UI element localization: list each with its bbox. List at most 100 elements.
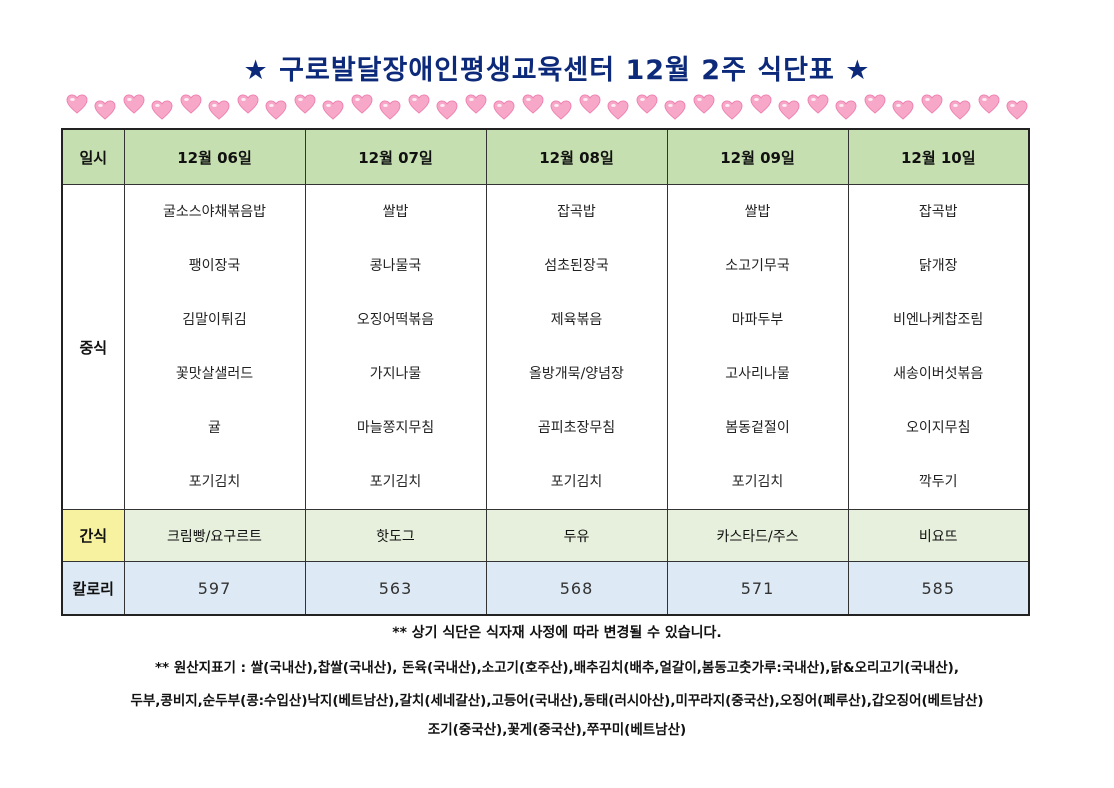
lunch-cell: 쌀밥 소고기무국 마파두부 고사리나물 봄동겉절이 포기김치 [666, 184, 849, 510]
star-icon-left: ★ [243, 55, 269, 86]
heart-border-decoration [66, 94, 1028, 120]
heart-icon [949, 100, 971, 120]
lunch-cell: 굴소스야채볶음밥 팽이장국 김말이튀김 꽃맛살샐러드 귤 포기김치 [123, 184, 306, 510]
dish: 곰피초장무침 [537, 420, 616, 436]
dish: 포기김치 [188, 474, 241, 490]
origin-notice-line-3: 조기(중국산),꽃게(중국산),쭈꾸미(베트남산) [427, 722, 687, 738]
snack-label: 간식 [61, 509, 125, 562]
page-title-text: 구로발달장애인평생교육센터 12월 2주 식단표 [279, 55, 835, 86]
heart-icon [721, 100, 743, 120]
calorie-cell: 568 [485, 561, 668, 616]
heart-icon [379, 100, 401, 120]
heart-icon [208, 100, 230, 120]
menu-table: 일시 12월 06일 12월 07일 12월 08일 12월 09일 12월 1… [61, 128, 1030, 616]
calorie-cell: 597 [123, 561, 306, 616]
dish: 봄동겉절이 [725, 420, 790, 436]
heart-icon [95, 100, 116, 120]
dish: 마파두부 [731, 312, 784, 328]
day-header: 12월 09일 [666, 128, 849, 185]
lunch-cell: 잡곡밥 섬초된장국 제육볶음 올방개묵/양념장 곰피초장무침 포기김치 [485, 184, 668, 510]
calorie-label: 칼로리 [61, 561, 125, 616]
heart-icon [436, 100, 458, 120]
dish: 오이지무침 [906, 420, 971, 436]
heart-icon [1006, 100, 1028, 120]
notice-change: ** 상기 식단은 식자재 사정에 따라 변경될 수 있습니다. [392, 625, 722, 641]
header-row: 일시 12월 06일 12월 07일 12월 08일 12월 09일 12월 1… [61, 128, 1030, 185]
lunch-cell: 쌀밥 콩나물국 오징어떡볶음 가지나물 마늘쫑지무침 포기김치 [304, 184, 487, 510]
heart-icon [237, 94, 259, 114]
dish: 오징어떡볶음 [356, 312, 435, 328]
calorie-cell: 563 [304, 561, 487, 616]
dish: 비엔나케찹조림 [893, 312, 984, 328]
dish: 올방개묵/양념장 [529, 366, 624, 382]
calorie-cell: 571 [666, 561, 849, 616]
heart-icon [180, 94, 202, 114]
heart-icon [66, 94, 88, 114]
day-header: 12월 10일 [847, 128, 1030, 185]
heart-icon [750, 94, 772, 114]
heart-icon [322, 100, 344, 120]
dish: 깍두기 [918, 474, 958, 490]
dish: 김말이튀김 [182, 312, 247, 328]
day-header: 12월 08일 [485, 128, 668, 185]
snack-cell: 비요뜨 [847, 509, 1030, 562]
snack-cell: 크림빵/요구르트 [123, 509, 306, 562]
heart-icon [550, 100, 572, 120]
heart-icon [151, 100, 173, 120]
dish: 새송이버섯볶음 [893, 366, 984, 382]
heart-icon [265, 100, 287, 120]
calorie-cell: 585 [847, 561, 1030, 616]
dish: 잡곡밥 [557, 204, 596, 220]
snack-cell: 두유 [485, 509, 668, 562]
heart-icon [693, 94, 715, 114]
lunch-cell: 잡곡밥 닭개장 비엔나케찹조림 새송이버섯볶음 오이지무침 깍두기 [847, 184, 1030, 510]
heart-icon [465, 94, 487, 114]
heart-icon [978, 94, 999, 114]
dish: 포기김치 [550, 474, 603, 490]
dish: 콩나물국 [369, 258, 422, 274]
dish: 섬초된장국 [544, 258, 609, 274]
dish: 귤 [208, 420, 221, 436]
dish: 쌀밥 [744, 204, 771, 220]
heart-icon [522, 94, 544, 114]
heart-icon [807, 94, 829, 114]
dish: 포기김치 [369, 474, 422, 490]
snack-row: 간식 크림빵/요구르트 핫도그 두유 카스타드/주스 비요뜨 [61, 509, 1030, 562]
heart-icon [636, 94, 658, 114]
header-label: 일시 [61, 128, 125, 185]
heart-icon [493, 100, 515, 120]
heart-icon [408, 94, 430, 114]
lunch-row: 중식 굴소스야채볶음밥 팽이장국 김말이튀김 꽃맛살샐러드 귤 포기김치 쌀밥 … [61, 184, 1030, 510]
heart-icon [607, 100, 629, 120]
dish: 제육볶음 [550, 312, 603, 328]
dish: 마늘쫑지무침 [356, 420, 435, 436]
dish: 꽃맛살샐러드 [175, 366, 254, 382]
dish: 굴소스야채볶음밥 [162, 204, 267, 220]
page-title: ★ 구로발달장애인평생교육센터 12월 2주 식단표 ★ [0, 48, 1114, 87]
dish: 쌀밥 [382, 204, 409, 220]
dish: 가지나물 [369, 366, 422, 382]
snack-cell: 핫도그 [304, 509, 487, 562]
origin-notice-line-1: ** 원산지표기 : 쌀(국내산),찹쌀(국내산), 돈육(국내산),소고기(호… [155, 660, 959, 676]
dish: 포기김치 [731, 474, 784, 490]
dish: 닭개장 [918, 258, 958, 274]
dish: 고사리나물 [725, 366, 790, 382]
day-header: 12월 07일 [304, 128, 487, 185]
heart-icon [921, 94, 942, 114]
star-icon-right: ★ [845, 55, 871, 86]
heart-icon [351, 94, 373, 114]
heart-icon [123, 94, 145, 114]
origin-notice-line-2: 두부,콩비지,순두부(콩:수입산)낙지(베트남산),갈치(세네갈산),고등어(국… [130, 693, 984, 709]
heart-icon [664, 100, 686, 120]
heart-icon [579, 94, 601, 114]
heart-icon [294, 94, 316, 114]
dish: 팽이장국 [188, 258, 241, 274]
heart-icon [892, 100, 914, 120]
dish: 잡곡밥 [918, 204, 958, 220]
heart-icon [778, 100, 800, 120]
day-header: 12월 06일 [123, 128, 306, 185]
snack-cell: 카스타드/주스 [666, 509, 849, 562]
heart-icon [835, 100, 857, 120]
heart-icon [864, 94, 886, 114]
dish: 소고기무국 [725, 258, 790, 274]
